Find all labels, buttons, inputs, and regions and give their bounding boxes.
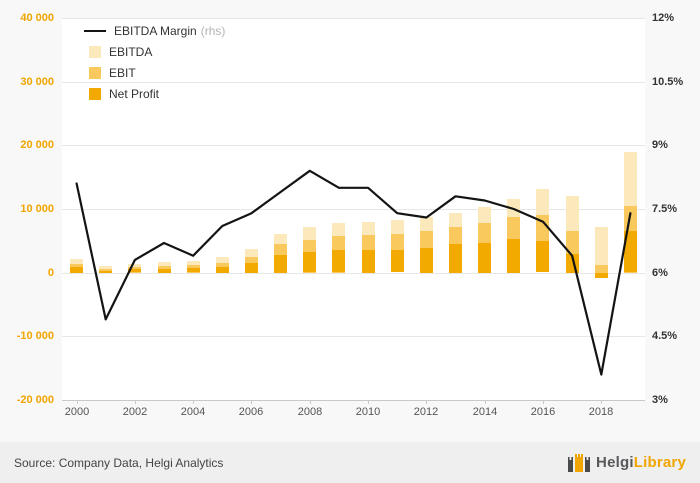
swatch-net-profit-icon	[89, 87, 101, 100]
x-axis-label: 2002	[122, 406, 148, 418]
left-axis-label: 10 000	[20, 203, 54, 215]
bar-net-profit[interactable]	[507, 239, 520, 273]
bar-net-profit[interactable]	[70, 267, 83, 273]
bar-net-profit[interactable]	[187, 268, 200, 272]
line-swatch-icon	[84, 29, 106, 32]
castle-icon	[568, 453, 591, 472]
brand-library: Library	[633, 454, 686, 471]
bar-net-profit[interactable]	[566, 254, 579, 273]
bar-net-profit[interactable]	[624, 231, 637, 272]
x-axis-tick	[310, 400, 311, 404]
legend-item-ebitda[interactable]: EBITDA	[84, 41, 225, 62]
gridline	[62, 82, 645, 83]
x-axis-label: 2004	[180, 406, 206, 418]
left-axis-label: -20 000	[16, 394, 54, 406]
right-axis-label: 9%	[652, 139, 668, 151]
footer: Source: Company Data, Helgi Analytics He…	[0, 442, 700, 483]
brand-text: HelgiLibrary	[596, 454, 686, 471]
x-axis-label: 2014	[472, 406, 498, 418]
bar-net-profit[interactable]	[245, 263, 258, 273]
left-axis-label: 40 000	[20, 12, 54, 24]
legend-label: Net Profit	[109, 86, 160, 101]
x-axis-tick	[193, 400, 194, 404]
bar-net-profit[interactable]	[420, 248, 433, 273]
bar-net-profit[interactable]	[128, 269, 141, 272]
x-axis-tick	[77, 400, 78, 404]
x-axis-label: 2010	[355, 406, 381, 418]
left-axis-label: -10 000	[16, 330, 54, 342]
x-axis-label: 2016	[530, 406, 556, 418]
x-axis-tick	[426, 400, 427, 404]
bar-net-profit[interactable]	[99, 271, 112, 273]
bar-net-profit[interactable]	[362, 250, 375, 273]
gridline	[62, 273, 645, 274]
right-axis-label: 12%	[652, 12, 675, 24]
helgi-library-logo[interactable]: HelgiLibrary	[568, 453, 686, 472]
source-text: Source: Company Data, Helgi Analytics	[14, 455, 224, 470]
bar-net-profit[interactable]	[274, 255, 287, 273]
x-axis-tick	[543, 400, 544, 404]
swatch-ebitda-icon	[89, 45, 101, 58]
bar-net-profit[interactable]	[391, 250, 404, 272]
right-axis-label: 3%	[652, 394, 668, 406]
brand-helgi: Helgi	[596, 454, 634, 471]
swatch-ebit-icon	[89, 66, 101, 79]
gridline	[62, 18, 645, 19]
bar-net-profit[interactable]	[478, 243, 491, 273]
bar-net-profit[interactable]	[595, 273, 608, 278]
legend-item-ebitda-margin[interactable]: EBITDA Margin (rhs)	[84, 20, 225, 41]
x-axis-label: 2000	[64, 406, 90, 418]
chart-area: EBITDA Margin (rhs) EBITDA EBIT Net Prof…	[16, 12, 684, 418]
x-axis-label: 2012	[413, 406, 439, 418]
bar-net-profit[interactable]	[216, 267, 229, 273]
legend-label: EBITDA	[109, 44, 153, 59]
bar-net-profit[interactable]	[158, 269, 171, 273]
bar-net-profit[interactable]	[332, 250, 345, 272]
legend-rhs-note: (rhs)	[200, 23, 226, 38]
gridline	[62, 145, 645, 146]
left-axis-label: 30 000	[20, 76, 54, 88]
x-axis-label: 2006	[238, 406, 264, 418]
gridline	[62, 209, 645, 210]
legend-label: EBITDA Margin	[114, 23, 197, 38]
x-axis-tick	[251, 400, 252, 404]
legend-label: EBIT	[109, 65, 136, 80]
left-axis-label: 0	[47, 267, 54, 279]
x-axis-tick	[368, 400, 369, 404]
right-axis-label: 4.5%	[652, 330, 678, 342]
right-axis-label: 7.5%	[652, 203, 678, 215]
x-axis-tick	[135, 400, 136, 404]
gridline	[62, 400, 645, 401]
bar-net-profit[interactable]	[449, 244, 462, 273]
right-axis-label: 6%	[652, 267, 668, 279]
legend-item-net-profit[interactable]: Net Profit	[84, 83, 225, 104]
left-axis-label: 20 000	[20, 139, 54, 151]
right-axis-label: 10.5%	[652, 76, 684, 88]
x-axis-label: 2008	[297, 406, 323, 418]
x-axis-tick	[485, 400, 486, 404]
gridline	[62, 336, 645, 337]
x-axis-label: 2018	[588, 406, 614, 418]
bar-ebit[interactable]	[595, 265, 608, 273]
bar-net-profit[interactable]	[303, 252, 316, 272]
bar-net-profit[interactable]	[536, 241, 549, 272]
x-axis-tick	[601, 400, 602, 404]
legend-item-ebit[interactable]: EBIT	[84, 62, 225, 83]
legend: EBITDA Margin (rhs) EBITDA EBIT Net Prof…	[84, 20, 225, 104]
